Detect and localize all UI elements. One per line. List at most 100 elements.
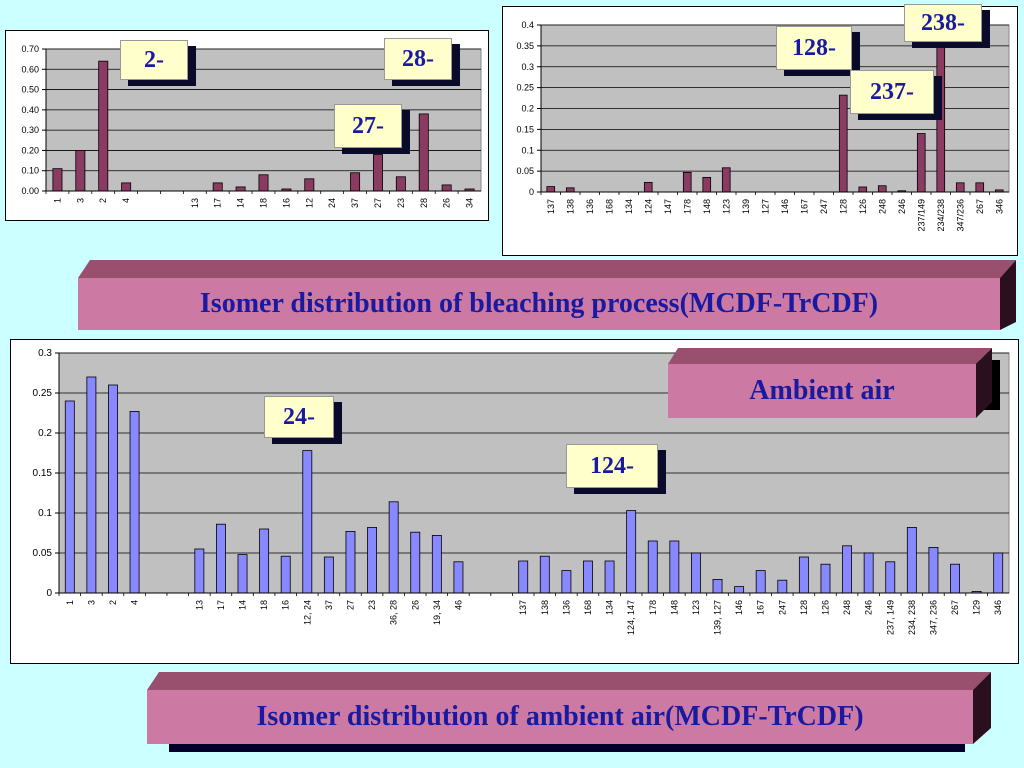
- y-tick-label: 0.1: [38, 508, 52, 519]
- bar: [441, 184, 452, 192]
- bar: [604, 560, 615, 594]
- callout-2: 2-: [120, 40, 196, 86]
- bar: [280, 555, 291, 594]
- y-tick-label: 0.60: [21, 64, 39, 74]
- bar: [410, 531, 421, 594]
- x-tick-label: 237/149: [916, 199, 926, 232]
- bar: [518, 560, 529, 594]
- x-tick-label: 137: [546, 199, 556, 214]
- x-tick-label: 4: [121, 198, 131, 203]
- x-tick-label: 19, 34: [432, 600, 442, 625]
- x-tick-label: 2: [98, 198, 108, 203]
- ambient-air-label: Ambient air: [749, 375, 895, 406]
- x-tick-label: 16: [281, 198, 291, 208]
- y-tick-label: 0.25: [516, 83, 534, 93]
- x-tick-label: 127: [760, 199, 770, 214]
- x-tick-label: 237, 149: [885, 600, 895, 635]
- x-tick-label: 36, 28: [389, 600, 399, 625]
- bar: [453, 561, 464, 594]
- x-tick-label: 137: [518, 600, 528, 615]
- bar: [993, 552, 1004, 594]
- x-tick-label: 146: [780, 199, 790, 214]
- x-tick-label: 12: [304, 198, 314, 208]
- x-tick-label: 168: [604, 199, 614, 214]
- bar: [86, 376, 97, 594]
- x-tick-label: 28: [419, 198, 429, 208]
- y-tick-label: 0.00: [21, 186, 39, 196]
- x-tick-label: 129: [972, 600, 982, 615]
- bar: [64, 400, 75, 594]
- bar: [194, 548, 205, 594]
- bar: [121, 182, 132, 192]
- y-tick-label: 0.15: [33, 468, 53, 479]
- x-tick-label: 3: [86, 600, 96, 605]
- x-tick-label: 347, 236: [928, 600, 938, 635]
- x-tick-label: 1: [52, 198, 62, 203]
- y-tick-label: 0: [529, 187, 534, 197]
- bar: [955, 182, 965, 193]
- x-tick-label: 234, 238: [907, 600, 917, 635]
- x-tick-label: 23: [367, 600, 377, 610]
- bar: [721, 167, 731, 193]
- bar: [690, 552, 701, 594]
- y-tick-label: 0.4: [521, 20, 534, 30]
- y-tick-label: 0.35: [516, 41, 534, 51]
- x-tick-label: 123: [691, 600, 701, 615]
- x-tick-label: 126: [858, 199, 868, 214]
- x-tick-label: 14: [238, 600, 248, 610]
- x-tick-label: 246: [864, 600, 874, 615]
- x-tick-label: 148: [702, 199, 712, 214]
- bar: [304, 178, 315, 192]
- x-tick-label: 347/236: [955, 199, 965, 232]
- x-tick-label: 167: [756, 600, 766, 615]
- x-tick-label: 139, 127: [713, 600, 723, 635]
- x-tick-label: 128: [799, 600, 809, 615]
- x-tick-label: 167: [799, 199, 809, 214]
- bar: [52, 168, 63, 192]
- bar: [237, 554, 248, 594]
- y-tick-label: 0.70: [21, 44, 39, 54]
- x-tick-label: 267: [975, 199, 985, 214]
- ambient-air-banner: Ambient air: [666, 348, 1002, 420]
- bar: [916, 133, 926, 193]
- bar: [259, 528, 270, 594]
- y-tick-label: 0.3: [38, 348, 52, 359]
- x-tick-label: 178: [682, 199, 692, 214]
- x-tick-label: 13: [194, 600, 204, 610]
- bar: [565, 187, 575, 193]
- callout-124: 124-: [566, 444, 666, 494]
- x-tick-label: 17: [216, 600, 226, 610]
- x-tick-label: 37: [350, 198, 360, 208]
- bar: [643, 181, 653, 193]
- bar: [842, 545, 853, 594]
- x-tick-label: 46: [453, 600, 463, 610]
- callout-237: 237-: [850, 70, 942, 120]
- x-tick-label: 2: [108, 600, 118, 605]
- bar: [928, 546, 939, 594]
- bar: [546, 186, 556, 193]
- bar: [212, 182, 223, 192]
- bar: [906, 526, 917, 594]
- bleaching-banner-title: Isomer distribution of bleaching process…: [199, 288, 879, 319]
- bar: [258, 174, 269, 192]
- y-tick-label: 0: [46, 588, 52, 599]
- x-tick-label: 124, 147: [626, 600, 636, 635]
- bar: [702, 176, 712, 193]
- y-tick-label: 0.50: [21, 85, 39, 95]
- bar: [885, 561, 896, 594]
- bar: [323, 556, 334, 594]
- x-tick-label: 168: [583, 600, 593, 615]
- x-tick-label: 128: [838, 199, 848, 214]
- x-tick-label: 27: [373, 198, 383, 208]
- x-tick-label: 18: [259, 198, 269, 208]
- bar: [712, 578, 723, 594]
- x-tick-label: 267: [950, 600, 960, 615]
- callout-28: 28-: [384, 38, 460, 86]
- bar: [877, 185, 887, 193]
- x-tick-label: 147: [663, 199, 673, 214]
- x-tick-label: 16: [281, 600, 291, 610]
- bar: [858, 186, 868, 193]
- x-tick-label: 346: [993, 600, 1003, 615]
- y-tick-label: 0.05: [33, 548, 53, 559]
- bar: [777, 579, 788, 594]
